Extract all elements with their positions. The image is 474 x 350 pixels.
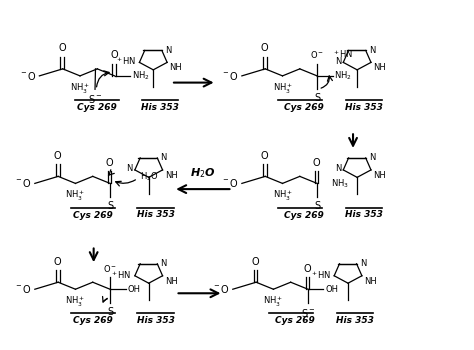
Text: Cys 269: Cys 269 xyxy=(284,211,324,219)
Text: Cys 269: Cys 269 xyxy=(73,316,113,326)
Text: NH: NH xyxy=(373,171,386,180)
Text: $^-$O: $^-$O xyxy=(221,177,239,189)
Text: NH: NH xyxy=(165,277,178,286)
Text: $^-$O: $^-$O xyxy=(212,283,230,295)
Text: N: N xyxy=(165,46,172,55)
Text: N: N xyxy=(335,57,341,66)
Text: His 353: His 353 xyxy=(141,103,179,112)
Text: $^+$HN: $^+$HN xyxy=(115,56,136,67)
Text: His 353: His 353 xyxy=(345,210,383,219)
Text: H$_2$O: H$_2$O xyxy=(190,166,216,180)
Text: S: S xyxy=(314,93,320,103)
Text: O: O xyxy=(304,264,311,274)
Text: H$_2$O: H$_2$O xyxy=(140,170,158,183)
Text: $^-$O: $^-$O xyxy=(221,70,239,82)
Text: Cys 269: Cys 269 xyxy=(77,103,117,112)
Text: S$^-$: S$^-$ xyxy=(301,307,315,319)
Text: N: N xyxy=(335,164,341,173)
Text: N: N xyxy=(161,153,167,162)
Text: NH$_2$: NH$_2$ xyxy=(132,70,149,82)
Text: NH$_3^+$: NH$_3^+$ xyxy=(273,189,292,203)
Text: $^-$O: $^-$O xyxy=(19,70,37,82)
Text: $^-$O: $^-$O xyxy=(14,177,32,189)
Text: O: O xyxy=(261,151,269,161)
Text: S$^-$: S$^-$ xyxy=(88,93,102,105)
Text: O: O xyxy=(54,257,62,267)
Text: $^-$O: $^-$O xyxy=(14,283,32,295)
Text: NH: NH xyxy=(364,277,377,286)
Text: His 353: His 353 xyxy=(137,316,174,325)
Text: S: S xyxy=(107,201,113,211)
Text: Cys 269: Cys 269 xyxy=(73,211,113,219)
Text: N: N xyxy=(369,153,375,162)
Text: His 353: His 353 xyxy=(336,316,374,325)
Text: His 353: His 353 xyxy=(345,103,383,112)
Text: N: N xyxy=(126,164,133,173)
Text: O: O xyxy=(313,158,320,168)
Text: NH$_3^+$: NH$_3^+$ xyxy=(70,82,90,96)
Text: N: N xyxy=(360,259,366,268)
Text: N: N xyxy=(161,259,167,268)
Text: NH$_3^+$: NH$_3^+$ xyxy=(264,295,283,309)
Text: OH: OH xyxy=(325,285,338,294)
Text: Cys 269: Cys 269 xyxy=(275,316,315,326)
Text: O$^-$: O$^-$ xyxy=(103,263,117,274)
Text: O: O xyxy=(261,43,269,54)
Text: His 353: His 353 xyxy=(137,210,174,219)
Text: $^+$HN: $^+$HN xyxy=(332,48,354,60)
Text: O$^-$: O$^-$ xyxy=(310,49,324,61)
Text: NH$_2$: NH$_2$ xyxy=(334,70,352,82)
Text: NH: NH xyxy=(165,171,178,180)
Text: O: O xyxy=(110,50,118,61)
Text: NH$_3$: NH$_3$ xyxy=(331,177,348,190)
Text: OH: OH xyxy=(128,285,140,294)
Text: Cys 269: Cys 269 xyxy=(284,103,324,112)
Text: NH: NH xyxy=(373,63,386,72)
Text: O: O xyxy=(106,158,113,168)
Text: S: S xyxy=(107,307,113,317)
Text: $^+$HN: $^+$HN xyxy=(310,269,331,281)
Text: NH: NH xyxy=(169,63,182,72)
Text: S: S xyxy=(314,201,320,211)
Text: O: O xyxy=(54,151,62,161)
Text: O: O xyxy=(252,257,259,267)
Text: N: N xyxy=(369,46,375,55)
Text: $^+$HN: $^+$HN xyxy=(110,269,132,281)
Text: O: O xyxy=(58,43,66,54)
Text: NH$_3^+$: NH$_3^+$ xyxy=(273,82,292,96)
Text: NH$_3^+$: NH$_3^+$ xyxy=(65,295,85,309)
Text: NH$_3^+$: NH$_3^+$ xyxy=(65,189,85,203)
